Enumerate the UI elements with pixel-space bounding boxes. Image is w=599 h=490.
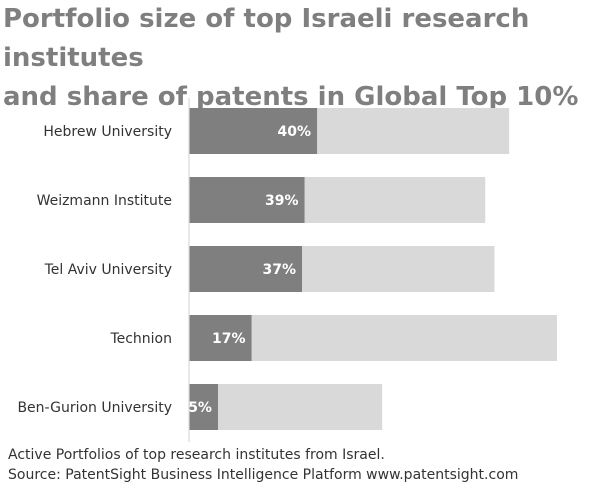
top10-share-bar [189,108,318,154]
share-data-label: 17% [212,331,246,347]
footnotes: Active Portfolios of top research instit… [8,445,518,485]
category-label: Technion [109,331,172,347]
share-data-label: 37% [262,262,296,278]
footnote-line-1: Active Portfolios of top research instit… [8,447,385,463]
share-data-label: 15% [178,400,212,416]
chart-title-line-1: Portfolio size of top Israeli research i… [3,4,530,73]
share-data-label: 39% [265,193,299,209]
top10-share-bar [189,384,218,430]
top10-share-bar [189,246,303,292]
share-data-label: 40% [278,124,312,140]
category-label: Weizmann Institute [37,193,172,209]
top10-share-bar [189,315,252,361]
category-label: Tel Aviv University [44,262,172,278]
chart-title-line-2: and share of patents in Global Top 10% [3,82,579,112]
bar-chart: 40% Hebrew University 39% Weizmann Institut… [17,98,557,442]
category-label: Hebrew University [43,124,172,140]
category-label: Ben-Gurion University [17,400,172,416]
footnote-line-2: Source: PatentSight Business Intelligenc… [8,467,519,483]
chart-title: Portfolio size of top Israeli research i… [3,0,599,117]
portfolio-bar [189,384,383,430]
top10-share-bar [189,177,305,223]
